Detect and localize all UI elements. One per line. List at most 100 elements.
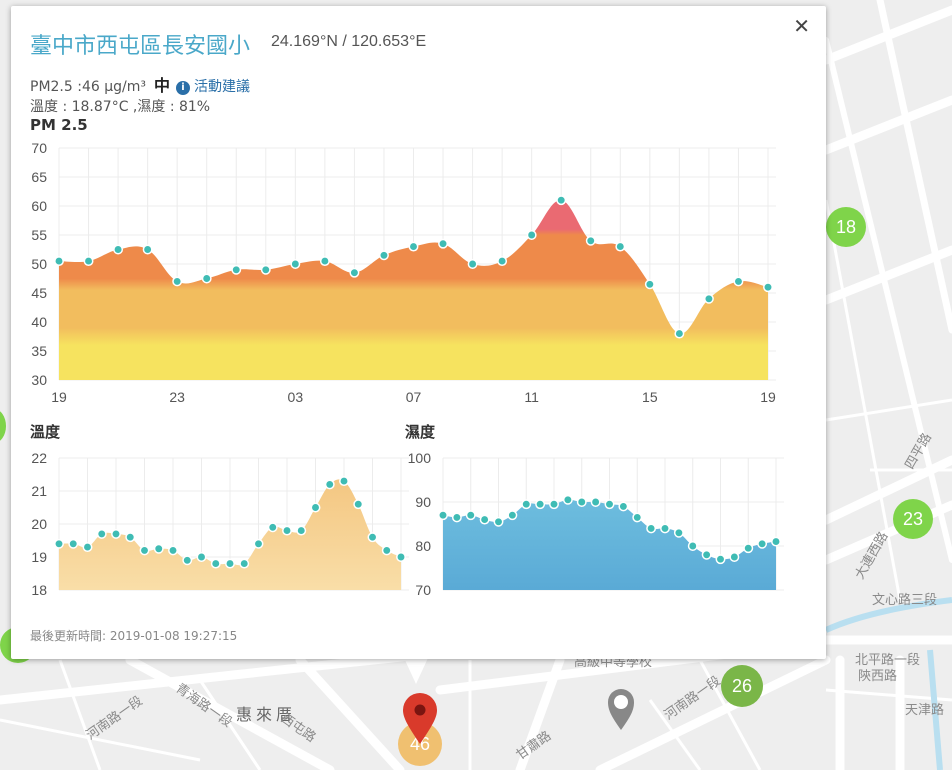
data-point bbox=[353, 499, 364, 510]
data-point bbox=[615, 241, 626, 252]
data-point bbox=[646, 523, 657, 534]
data-point bbox=[113, 244, 124, 255]
data-point bbox=[68, 538, 79, 549]
pm-value: PM2.5 :46 μg/m³ bbox=[30, 79, 146, 95]
data-point bbox=[82, 542, 93, 553]
y-tick-label: 60 bbox=[31, 198, 47, 214]
data-point bbox=[381, 545, 392, 556]
station-title: 臺中市西屯區長安國小 bbox=[30, 34, 251, 59]
data-point bbox=[153, 543, 164, 554]
data-point bbox=[467, 259, 478, 269]
data-point bbox=[54, 538, 64, 549]
cluster-marker-partial[interactable] bbox=[0, 409, 6, 443]
humidity-chart-title: 濕度 bbox=[405, 423, 436, 441]
y-tick-label: 70 bbox=[31, 140, 47, 156]
info-icon[interactable]: i bbox=[176, 81, 190, 95]
data-point bbox=[618, 501, 629, 512]
x-tick-label: 19 bbox=[51, 389, 67, 405]
data-point bbox=[526, 230, 537, 240]
data-point bbox=[687, 541, 698, 551]
data-point bbox=[324, 479, 335, 490]
data-point bbox=[182, 555, 193, 566]
data-point bbox=[493, 516, 504, 527]
pm25-chart-title: PM 2.5 bbox=[30, 116, 88, 134]
data-point bbox=[142, 244, 153, 255]
data-point bbox=[465, 510, 476, 521]
popup-tail bbox=[404, 658, 428, 684]
data-point bbox=[296, 525, 307, 536]
data-point bbox=[96, 528, 107, 539]
data-point bbox=[111, 528, 121, 539]
data-point bbox=[54, 256, 64, 267]
y-tick-label: 40 bbox=[31, 314, 47, 330]
data-point bbox=[239, 558, 250, 569]
data-point bbox=[451, 512, 462, 523]
data-point bbox=[497, 256, 508, 267]
data-point bbox=[562, 494, 573, 505]
data-point bbox=[590, 497, 601, 507]
data-point bbox=[743, 543, 754, 554]
cluster-marker[interactable]: 26 bbox=[721, 665, 763, 707]
y-tick-label: 18 bbox=[31, 582, 47, 598]
close-icon[interactable]: ✕ bbox=[793, 16, 810, 38]
map-label-road-8: 天津路 bbox=[905, 702, 944, 718]
area-fill bbox=[59, 479, 401, 590]
data-point bbox=[585, 235, 596, 246]
data-point bbox=[507, 510, 518, 521]
data-point bbox=[632, 512, 643, 523]
data-point bbox=[379, 250, 389, 261]
data-point bbox=[673, 527, 684, 538]
map-label-road-7: 北平路一段 bbox=[855, 652, 920, 668]
data-point bbox=[521, 499, 532, 510]
data-point bbox=[210, 558, 221, 569]
weather-line: 溫度 : 18.87°C ,濕度 : 81% bbox=[30, 99, 211, 115]
area-fill bbox=[443, 499, 776, 590]
data-point bbox=[349, 267, 360, 278]
data-point bbox=[396, 552, 406, 562]
data-point bbox=[763, 282, 773, 293]
data-point bbox=[438, 238, 448, 249]
data-point bbox=[479, 514, 490, 525]
x-tick-label: 11 bbox=[524, 389, 539, 405]
data-point bbox=[168, 545, 178, 556]
data-point bbox=[172, 276, 183, 287]
data-point bbox=[549, 499, 559, 510]
y-tick-label: 90 bbox=[415, 494, 431, 510]
data-point bbox=[604, 499, 615, 510]
location-marker-icon[interactable] bbox=[608, 689, 634, 730]
x-tick-label: 03 bbox=[288, 389, 304, 405]
cluster-marker[interactable]: 23 bbox=[893, 499, 933, 539]
y-tick-label: 20 bbox=[31, 516, 47, 532]
data-point bbox=[701, 549, 712, 560]
cluster-marker[interactable]: 18 bbox=[826, 207, 866, 247]
y-tick-label: 19 bbox=[31, 549, 47, 565]
pm-level: 中 bbox=[153, 76, 170, 95]
data-point bbox=[757, 538, 768, 549]
data-point bbox=[196, 552, 207, 562]
data-point bbox=[729, 552, 740, 562]
data-point bbox=[771, 536, 781, 547]
map-label-road-6: 文心路三段 bbox=[872, 592, 937, 608]
data-point bbox=[319, 256, 330, 267]
data-point bbox=[674, 328, 685, 339]
data-point bbox=[125, 532, 136, 543]
data-point bbox=[253, 538, 264, 549]
data-point bbox=[556, 195, 567, 206]
data-point bbox=[535, 499, 546, 510]
y-tick-label: 45 bbox=[31, 285, 47, 301]
y-tick-label: 21 bbox=[31, 483, 47, 499]
x-tick-label: 19 bbox=[760, 389, 776, 405]
x-tick-label: 07 bbox=[406, 389, 422, 405]
data-point bbox=[290, 259, 301, 269]
data-point bbox=[201, 273, 212, 284]
y-tick-label: 35 bbox=[31, 343, 47, 359]
y-tick-label: 55 bbox=[31, 227, 47, 243]
activity-advice-link[interactable]: 活動建議 bbox=[194, 79, 250, 95]
x-tick-label: 15 bbox=[642, 389, 658, 405]
map-pin-icon[interactable] bbox=[400, 690, 440, 746]
station-popup: ✕ 臺中市西屯區長安國小 24.169°N / 120.653°E PM2.5 … bbox=[11, 6, 826, 659]
data-point bbox=[438, 510, 448, 521]
data-point bbox=[282, 525, 292, 536]
data-point bbox=[83, 256, 94, 267]
